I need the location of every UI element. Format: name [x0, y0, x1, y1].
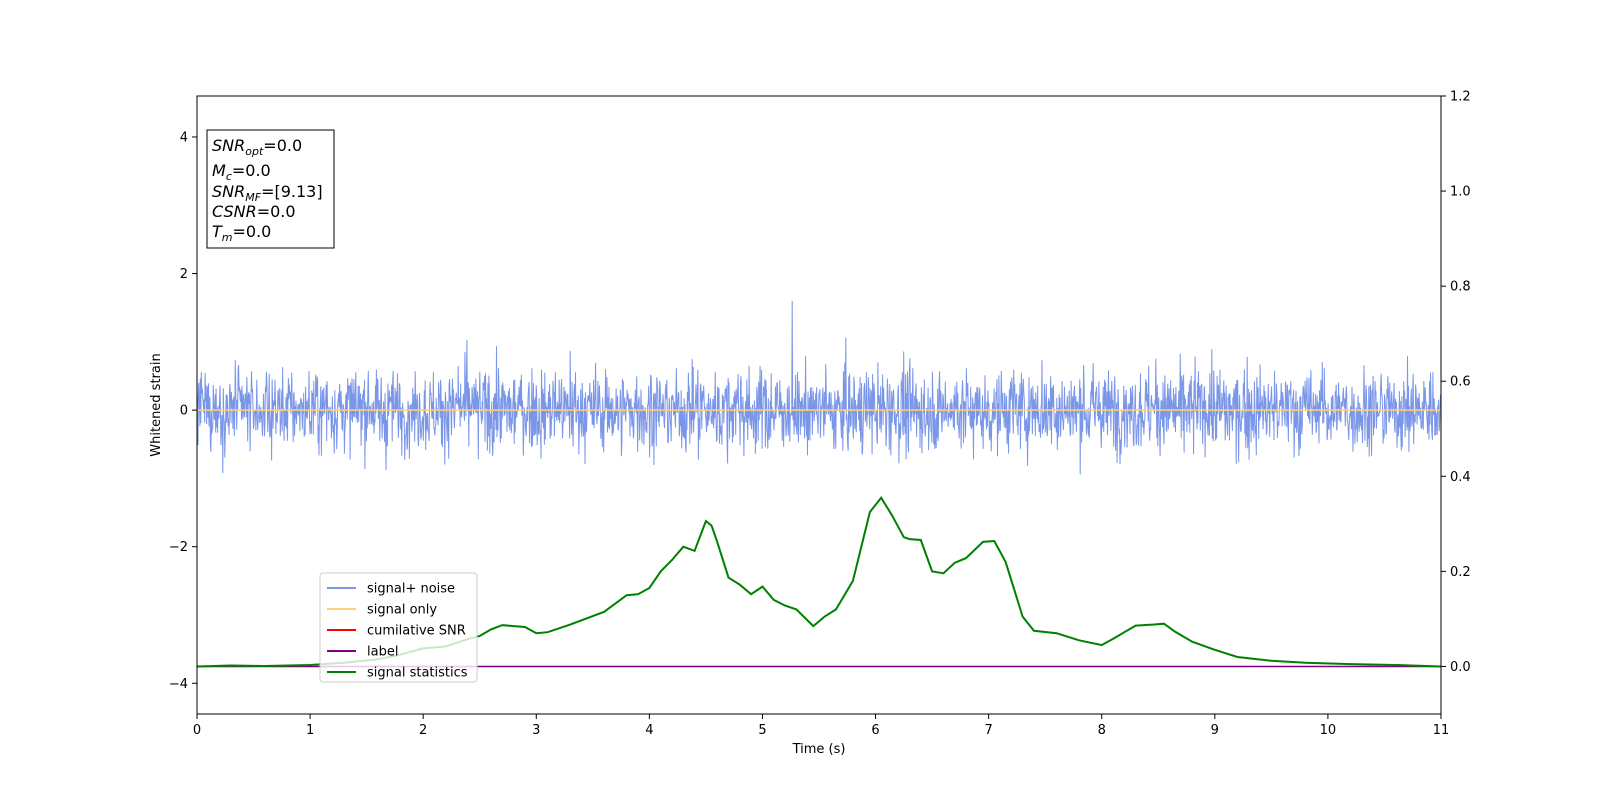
x-tick-label: 10	[1320, 723, 1337, 738]
y-left-tick-label: 0	[180, 404, 188, 419]
x-tick-label: 2	[419, 723, 427, 738]
x-tick-label: 5	[758, 723, 766, 738]
series-signal-statistics-line	[197, 495, 1441, 668]
y-right-tick-label: 0.0	[1450, 660, 1471, 675]
y-left-tick-label: −4	[169, 677, 188, 692]
legend-label: signal statistics	[367, 666, 468, 681]
annotation-line: Tm=0.0	[212, 222, 271, 244]
x-tick-label: 11	[1433, 723, 1450, 738]
x-tick-label: 6	[871, 723, 879, 738]
y-axis-left: 4 2 0 −2 −4	[169, 130, 197, 692]
x-axis: 0 1 2 3 4 5 6 7 8 9 10 11	[193, 714, 1449, 738]
annotation-frame	[206, 129, 335, 249]
legend: signal+ noise signal only cumilative SNR la…	[319, 572, 478, 683]
legend-frame	[319, 572, 478, 683]
annotation-line: SNRopt=0.0	[212, 136, 302, 158]
x-tick-label: 4	[645, 723, 653, 738]
legend-label: label	[367, 645, 398, 660]
y-right-tick-label: 1.0	[1450, 185, 1471, 200]
legend-label: signal+ noise	[367, 582, 455, 597]
series-signal-noise-line	[197, 300, 1441, 475]
legend-items: signal+ noise signal only cumilative SNR la…	[327, 582, 468, 681]
y-right-tick-label: 0.4	[1450, 470, 1471, 485]
legend-label: signal only	[367, 603, 437, 618]
annotation-lines: SNRopt=0.0 Mc=0.0SNRMF=[9.13]CSNR=0.0Tm=0…	[212, 136, 323, 244]
y-right-tick-label: 1.2	[1450, 90, 1471, 105]
annotation-box: SNRopt=0.0 Mc=0.0SNRMF=[9.13]CSNR=0.0Tm=0…	[206, 129, 335, 249]
y-left-tick-label: 4	[180, 130, 188, 145]
plot-frame	[196, 95, 1442, 715]
y-axis-label: Whitened strain	[149, 353, 164, 456]
x-tick-label: 7	[984, 723, 992, 738]
y-left-tick-label: 2	[180, 267, 188, 282]
y-right-tick-label: 0.8	[1450, 280, 1471, 295]
x-axis-label: Time (s)	[792, 742, 846, 757]
y-left-tick-label: −2	[169, 540, 188, 555]
legend-label: cumilative SNR	[367, 624, 466, 639]
x-tick-label: 0	[193, 723, 201, 738]
x-tick-label: 8	[1098, 723, 1106, 738]
annotation-line: SNRMF=[9.13]	[212, 182, 323, 204]
x-tick-label: 1	[306, 723, 314, 738]
x-tick-label: 9	[1211, 723, 1219, 738]
annotation-line: Mc=0.0	[212, 161, 271, 183]
y-right-tick-label: 0.6	[1450, 375, 1471, 390]
y-right-tick-label: 0.2	[1450, 565, 1471, 580]
x-tick-label: 3	[532, 723, 540, 738]
y-axis-right: 1.2 1.0 0.8 0.6 0.4 0.2 0.0	[1441, 90, 1471, 675]
annotation-line: CSNR=0.0	[212, 202, 296, 221]
